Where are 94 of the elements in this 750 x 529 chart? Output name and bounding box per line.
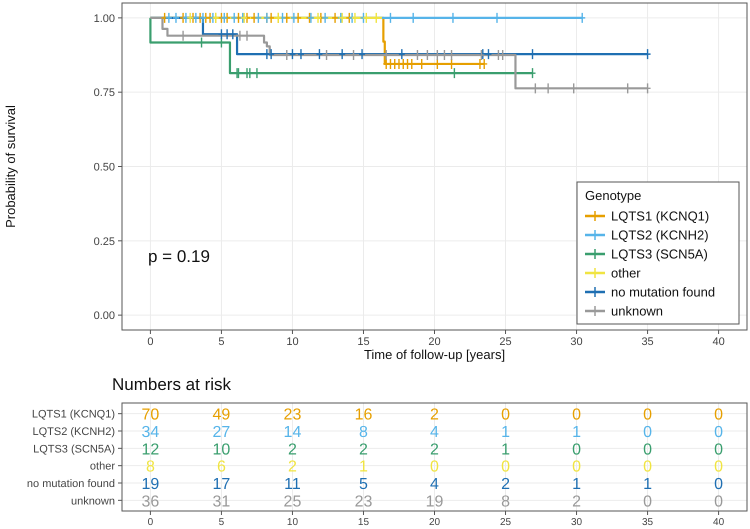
annotation: p = 0.19 xyxy=(148,247,210,266)
legend-label: LQTS2 (KCNH2) xyxy=(611,228,709,242)
data-label: 0 xyxy=(643,441,652,458)
data-label: 1 xyxy=(501,441,510,458)
data-label: 0 xyxy=(714,424,724,441)
data-label: 23 xyxy=(284,406,302,424)
x-tick-label: 25 xyxy=(500,517,512,528)
data-label: 19 xyxy=(426,493,444,510)
y-axis-title: Probability of survival xyxy=(3,104,18,228)
data-label: 12 xyxy=(142,441,160,458)
data-label: 0 xyxy=(572,406,582,424)
legend-label: LQTS3 (SCN5A) xyxy=(611,246,708,262)
x-tick-label: 5 xyxy=(218,517,225,528)
data-label: 8 xyxy=(501,493,510,510)
data-label: 10 xyxy=(212,441,230,458)
data-label: 0 xyxy=(643,493,652,510)
chart-title: Numbers at risk xyxy=(112,375,232,394)
x-tick-label: 35 xyxy=(641,336,654,348)
legend-title: Genotype xyxy=(585,188,642,203)
data-label: 27 xyxy=(212,424,230,441)
data-label: 0 xyxy=(501,406,510,424)
data-label: 0 xyxy=(714,476,724,493)
x-tick-label: 10 xyxy=(286,517,298,528)
x-tick-label: 40 xyxy=(713,517,725,528)
x-tick-label: 30 xyxy=(570,517,583,528)
data-label: 2 xyxy=(359,441,368,458)
y-tick-label: unknown xyxy=(70,495,115,508)
y-tick-label: 0.00 xyxy=(94,310,115,322)
x-tick-label: 0 xyxy=(148,517,154,528)
y-tick-label: 1.00 xyxy=(94,12,115,25)
y-tick-label: other xyxy=(90,460,116,473)
data-label: 2 xyxy=(572,493,582,510)
y-tick-label: LQTS3 (SCN5A) xyxy=(33,443,115,456)
data-label: 2 xyxy=(288,441,297,458)
x-tick-label: 20 xyxy=(428,336,441,348)
x-tick-label: 5 xyxy=(218,336,224,348)
y-tick-label: no mutation found xyxy=(26,478,115,490)
x-tick-label: 20 xyxy=(428,517,440,528)
data-label: 1 xyxy=(359,458,368,476)
x-tick-label: 10 xyxy=(286,336,299,348)
data-label: 17 xyxy=(212,476,230,493)
legend-label: LQTS1 (KCNQ1) xyxy=(611,208,710,224)
data-label: 0 xyxy=(714,458,724,476)
data-label: 2 xyxy=(430,406,440,424)
data-label: 11 xyxy=(284,476,301,493)
data-label: 0 xyxy=(572,441,582,458)
data-label: 8 xyxy=(146,458,155,476)
data-label: 34 xyxy=(142,424,160,441)
data-label: 2 xyxy=(501,476,510,493)
data-label: 8 xyxy=(359,424,368,441)
legend-label: other xyxy=(611,266,642,280)
x-tick-label: 30 xyxy=(570,336,583,348)
data-label: 0 xyxy=(714,406,724,424)
data-label: 49 xyxy=(212,406,230,424)
x-tick-label: 15 xyxy=(357,336,370,348)
y-tick-label: 0.75 xyxy=(94,87,115,100)
data-label: 0 xyxy=(714,441,724,458)
y-tick-label: LQTS1 (KCNQ1) xyxy=(32,408,115,421)
data-label: 4 xyxy=(430,476,440,493)
x-tick-label: 15 xyxy=(358,517,370,528)
x-tick-label: 35 xyxy=(642,517,654,528)
data-label: 1 xyxy=(572,476,582,493)
data-label: 1 xyxy=(501,424,510,441)
data-label: 2 xyxy=(288,458,297,476)
data-label: 23 xyxy=(354,493,372,510)
data-label: 0 xyxy=(643,424,652,441)
y-tick-label: 0.25 xyxy=(94,236,115,248)
data-label: 4 xyxy=(430,424,440,441)
data-label: 31 xyxy=(212,493,230,510)
data-label: 6 xyxy=(216,458,226,476)
x-tick-label: 0 xyxy=(147,336,154,348)
data-label: 70 xyxy=(142,406,160,424)
x-axis-title: Time of follow-up [years] xyxy=(364,347,506,362)
data-label: 14 xyxy=(284,424,302,441)
legend-label: unknown xyxy=(611,304,664,318)
data-label: 0 xyxy=(501,458,510,476)
data-label: 0 xyxy=(643,406,652,424)
data-label: 0 xyxy=(430,458,440,476)
data-label: 1 xyxy=(572,424,582,441)
y-tick-label: LQTS2 (KCNH2) xyxy=(32,426,115,438)
x-tick-label: 25 xyxy=(499,336,512,348)
y-tick-label: 0.50 xyxy=(94,162,115,174)
data-label: 5 xyxy=(359,476,368,493)
data-label: 16 xyxy=(354,406,372,424)
data-label: 0 xyxy=(714,493,724,510)
data-label: 0 xyxy=(643,458,652,476)
data-label: 1 xyxy=(643,476,652,493)
data-label: 36 xyxy=(142,493,160,510)
data-label: 2 xyxy=(430,441,440,458)
data-label: 0 xyxy=(572,458,582,476)
x-tick-label: 40 xyxy=(712,336,725,348)
data-label: 25 xyxy=(284,493,302,510)
legend-label: no mutation found xyxy=(611,284,716,300)
data-label: 19 xyxy=(142,476,160,493)
